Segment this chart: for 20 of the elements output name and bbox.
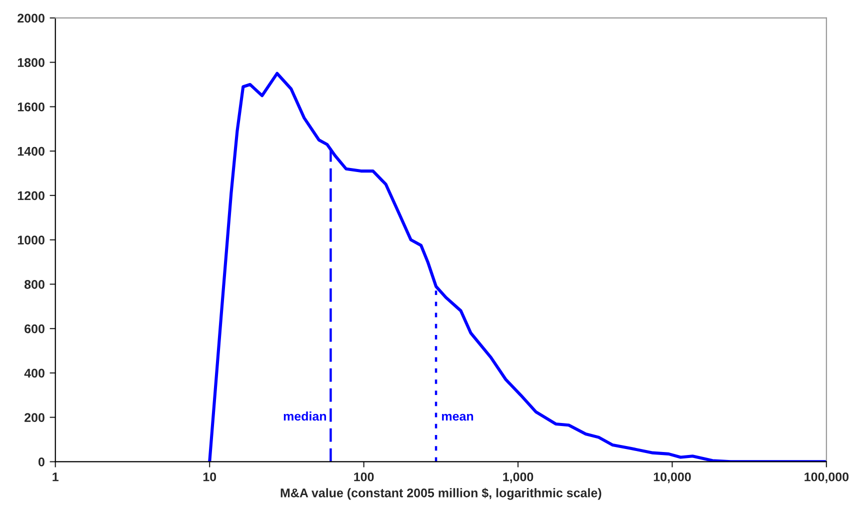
y-tick-label: 0 (38, 458, 44, 466)
y-tick-label: 800 (24, 280, 44, 289)
x-tick-label: 100,000 (804, 472, 849, 484)
y-tick-label: 1800 (18, 58, 44, 67)
y-tick-label: 2000 (18, 14, 44, 23)
y-tick-label: 1600 (18, 102, 44, 112)
y-tick-label: 600 (24, 324, 44, 334)
x-tick-label: 1,000 (503, 472, 534, 484)
x-tick-label: 10 (203, 472, 216, 482)
y-tick-label: 400 (24, 368, 44, 378)
y-tick-label: 1000 (18, 236, 44, 244)
x-tick-label: 100 (354, 472, 374, 482)
y-tick-label: 200 (24, 413, 44, 422)
y-tick-label: 1200 (18, 191, 44, 200)
series-label: mean (442, 414, 474, 421)
x-tick-label: 10,000 (654, 472, 691, 484)
x-tick-label: 1 (52, 472, 59, 482)
y-tick-label: 1400 (18, 146, 44, 156)
series-label: median (284, 412, 326, 421)
x-axis-title: M&A value (constant 2005 million $, logarithmic scale) (280, 488, 602, 500)
